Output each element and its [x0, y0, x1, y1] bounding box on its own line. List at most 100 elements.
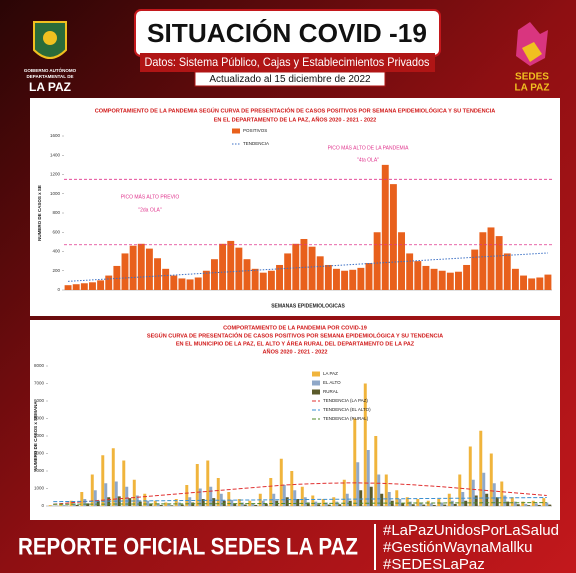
bar [174, 499, 178, 506]
bar [254, 504, 258, 506]
bar [248, 500, 252, 506]
bar [359, 490, 363, 506]
bar [178, 278, 186, 290]
logo-text: GOBIERNO AUTÓNOMO [24, 66, 77, 73]
chart-title: COMPORTAMIENTO DE LA PANDEMIA POR COVID-… [223, 325, 367, 331]
bar [300, 238, 308, 290]
bar [48, 505, 52, 506]
bar [366, 450, 370, 506]
annotation: "2da OLA" [138, 207, 162, 213]
bar [458, 474, 462, 506]
bar [471, 479, 475, 506]
logo-text: LA PAZ [29, 80, 71, 94]
bar [145, 248, 153, 290]
bar [235, 247, 243, 290]
hashtag: #GestiónWaynaMallku [383, 539, 533, 556]
bar [461, 492, 465, 506]
bar [156, 503, 160, 506]
bar [479, 430, 483, 506]
bar [111, 448, 115, 506]
bar [146, 500, 150, 506]
bar [345, 493, 349, 506]
legend-label: TENDENCIA [243, 141, 269, 146]
bar [503, 495, 507, 506]
bar [104, 483, 108, 506]
bar [188, 497, 192, 506]
bar [453, 503, 457, 506]
bar [206, 460, 210, 506]
bar [154, 258, 161, 290]
bar [143, 493, 147, 506]
legend-label: LA PAZ [323, 371, 338, 376]
bar [447, 493, 451, 506]
bar [548, 504, 552, 506]
map-shape [522, 42, 542, 62]
bar [132, 479, 136, 506]
bar [468, 446, 472, 506]
bar [153, 500, 157, 506]
bar [303, 497, 307, 506]
trend-line [68, 252, 548, 282]
bar [243, 504, 247, 506]
bar [282, 485, 286, 506]
bar [338, 504, 342, 506]
bar [296, 499, 300, 506]
bar [317, 504, 321, 506]
y-tick-label: 1000 [50, 191, 61, 196]
bar [414, 261, 422, 290]
bar [128, 498, 132, 506]
bar [479, 232, 487, 290]
header-title: SITUACIÓN COVID -19 [147, 18, 427, 48]
bar [202, 270, 210, 290]
y-axis-title: NUMERO DE CASOS x SE [37, 185, 42, 241]
bar [230, 499, 234, 506]
bar [137, 243, 145, 290]
bar [122, 460, 126, 506]
bar [395, 490, 399, 506]
bar [342, 479, 346, 506]
bar [349, 269, 357, 290]
shield-emblem [43, 31, 57, 45]
bar [531, 500, 535, 506]
bar [105, 275, 113, 290]
bar [324, 502, 328, 506]
chart-title: EN EL DEPARTAMENTO DE LA PAZ, AÑOS 2020 … [214, 116, 377, 123]
y-tick-label: 400 [52, 249, 60, 254]
bar [503, 253, 511, 290]
bar [149, 503, 153, 506]
bar [227, 492, 231, 506]
bar [240, 502, 244, 506]
bar [464, 500, 468, 506]
bar [185, 485, 189, 506]
subtitle-box [140, 53, 435, 72]
bar [164, 502, 168, 506]
bar [463, 264, 471, 290]
bar [83, 499, 87, 506]
bar [369, 486, 373, 506]
x-axis-title: SEMANAS EPIDEMIOLOGICAS [271, 303, 345, 309]
bar [455, 271, 462, 290]
bar [341, 270, 349, 290]
bar [471, 249, 479, 290]
trend-line [53, 497, 547, 503]
annotation: "4ta OLA" [357, 157, 379, 163]
bar [272, 493, 276, 506]
bar [198, 488, 202, 506]
hashtag: #SEDESLaPaz [383, 556, 485, 573]
bar [527, 505, 531, 506]
bar [194, 277, 202, 290]
annotation: PICO MÁS ALTO PREVIO [121, 193, 180, 200]
bar [80, 283, 88, 290]
bar [259, 272, 267, 290]
bar [284, 253, 292, 290]
bar [374, 436, 378, 506]
updated-box [194, 71, 386, 87]
bar [233, 503, 237, 506]
bar [534, 503, 538, 506]
bar [440, 502, 444, 506]
bar [64, 285, 72, 290]
bar [373, 232, 381, 290]
bar [324, 264, 332, 290]
bar [380, 493, 384, 506]
bar [521, 501, 525, 506]
